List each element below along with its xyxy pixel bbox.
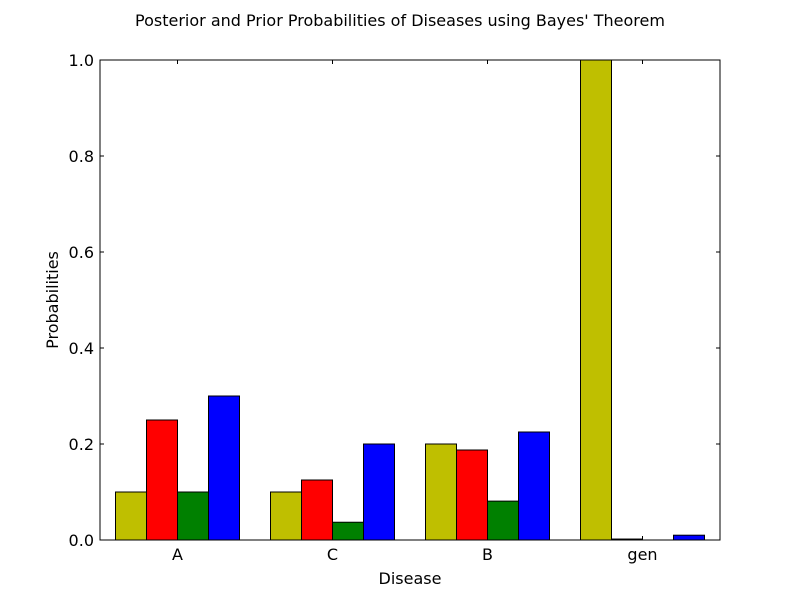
bar-gen-series-1 xyxy=(580,59,612,541)
bar-A-series-4 xyxy=(208,395,240,541)
bar-B-series-2 xyxy=(456,449,488,541)
y-tick-label: 0.2 xyxy=(69,435,94,454)
bar-C-series-3 xyxy=(332,521,364,541)
bar-A-series-3 xyxy=(177,491,209,541)
bar-gen-series-4 xyxy=(673,534,705,541)
bars-layer xyxy=(115,59,705,541)
bar-C-series-1 xyxy=(270,491,302,541)
y-tick-label: 0.4 xyxy=(69,339,94,358)
bar-C-series-4 xyxy=(363,443,395,541)
y-tick-label: 0.8 xyxy=(69,147,94,166)
x-tick-label-C: C xyxy=(327,545,338,564)
bar-B-series-4 xyxy=(518,431,550,541)
plot-area-frame xyxy=(99,59,721,541)
y-axis-label: Probabilities xyxy=(43,251,62,349)
y-tick-label: 0.0 xyxy=(69,531,94,550)
x-tick-label-A: A xyxy=(172,545,183,564)
bar-B-series-1 xyxy=(425,443,457,541)
x-axis-label: Disease xyxy=(379,569,442,588)
bar-A-series-1 xyxy=(115,491,147,541)
bar-B-series-3 xyxy=(487,500,519,541)
y-axis: 0.0 0.2 0.4 0.6 0.8 1.0 xyxy=(69,51,720,550)
bar-A-series-2 xyxy=(146,419,178,541)
chart-title: Posterior and Prior Probabilities of Dis… xyxy=(135,11,665,30)
bar-C-series-2 xyxy=(301,479,333,541)
x-tick-label-gen: gen xyxy=(627,545,657,564)
y-tick-label: 1.0 xyxy=(69,51,94,70)
x-tick-label-B: B xyxy=(482,545,493,564)
y-tick-label: 0.6 xyxy=(69,243,94,262)
